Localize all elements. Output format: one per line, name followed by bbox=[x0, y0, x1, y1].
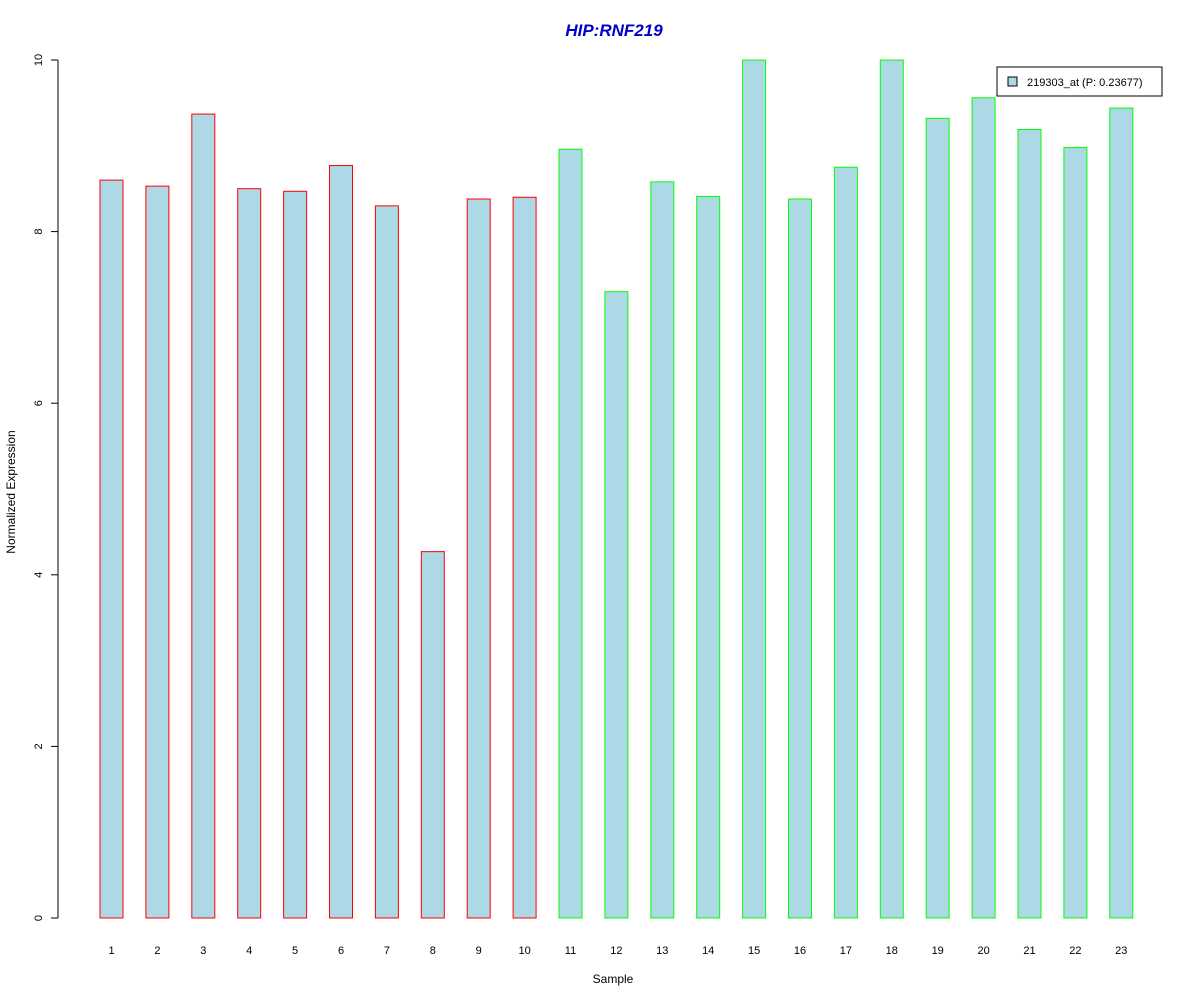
x-tick-label: 7 bbox=[384, 945, 390, 957]
x-tick-label: 17 bbox=[840, 945, 852, 957]
bar-sample-16 bbox=[788, 198, 812, 919]
x-tick-label: 2 bbox=[154, 945, 160, 957]
x-tick-label: 19 bbox=[932, 945, 944, 957]
bar-sample-18 bbox=[879, 59, 904, 919]
bar-sample-3 bbox=[191, 113, 216, 919]
y-tick-label: 0 bbox=[33, 915, 45, 921]
legend-swatch bbox=[1007, 76, 1018, 87]
y-tick-label: 10 bbox=[33, 54, 45, 66]
x-axis-tick-labels: 1 2 3 4 5 6 7 8 9 10 11 12 13 14 15 16 17 18 19 20 21 22 23 bbox=[108, 945, 1127, 957]
bar-sample-20 bbox=[971, 97, 996, 919]
bar-sample-12 bbox=[604, 291, 629, 919]
bar-sample-11 bbox=[558, 148, 583, 919]
x-tick-label: 22 bbox=[1069, 945, 1081, 957]
x-tick-label: 20 bbox=[977, 945, 989, 957]
x-tick-label: 5 bbox=[292, 945, 298, 957]
x-tick-label: 1 bbox=[108, 945, 114, 957]
bar-sample-22 bbox=[1063, 147, 1088, 919]
x-tick-label: 3 bbox=[200, 945, 206, 957]
bar-sample-6 bbox=[329, 165, 353, 919]
y-tick-label: 4 bbox=[33, 572, 45, 578]
x-tick-label: 8 bbox=[430, 945, 436, 957]
legend: 219303_at (P: 0.23677) bbox=[996, 66, 1163, 97]
x-tick-label: 18 bbox=[886, 945, 898, 957]
bar-sample-8 bbox=[420, 551, 445, 919]
x-tick-label: 9 bbox=[476, 945, 482, 957]
y-tick-label: 8 bbox=[33, 229, 45, 235]
bar-sample-2 bbox=[145, 185, 170, 919]
bar-series bbox=[99, 59, 1134, 919]
x-tick-label: 4 bbox=[246, 945, 252, 957]
y-tick-label: 6 bbox=[33, 400, 45, 406]
x-tick-label: 15 bbox=[748, 945, 760, 957]
x-tick-label: 11 bbox=[565, 945, 576, 957]
legend-label: 219303_at (P: 0.23677) bbox=[1027, 77, 1143, 89]
bar-sample-13 bbox=[650, 181, 675, 919]
x-tick-label: 21 bbox=[1023, 945, 1035, 957]
bar-sample-21 bbox=[1017, 128, 1042, 919]
bar-sample-4 bbox=[237, 188, 262, 919]
bar-sample-17 bbox=[833, 166, 858, 919]
bar-sample-14 bbox=[696, 195, 721, 919]
y-axis-label: Normalized Expression bbox=[4, 430, 18, 553]
bar-sample-10 bbox=[512, 196, 537, 919]
legend-box bbox=[996, 66, 1163, 97]
bar-sample-7 bbox=[374, 205, 399, 919]
bar-sample-5 bbox=[283, 190, 308, 919]
chart-title: HIP:RNF219 bbox=[565, 21, 663, 40]
bar-sample-9 bbox=[466, 198, 491, 919]
x-tick-label: 16 bbox=[794, 945, 806, 957]
x-tick-label: 6 bbox=[338, 945, 344, 957]
bar-sample-19 bbox=[925, 117, 950, 919]
y-tick-label: 2 bbox=[33, 743, 45, 749]
x-tick-label: 23 bbox=[1115, 945, 1127, 957]
x-tick-label: 13 bbox=[656, 945, 668, 957]
bar-sample-1 bbox=[99, 179, 124, 919]
bar-sample-15 bbox=[742, 59, 767, 919]
x-tick-label: 14 bbox=[702, 945, 714, 957]
bar-sample-23 bbox=[1109, 107, 1134, 919]
x-axis-label: Sample bbox=[593, 972, 634, 986]
x-tick-label: 12 bbox=[610, 945, 622, 957]
x-tick-label: 10 bbox=[518, 945, 530, 957]
y-axis-ticks: 0 2 4 6 8 10 bbox=[33, 54, 58, 921]
